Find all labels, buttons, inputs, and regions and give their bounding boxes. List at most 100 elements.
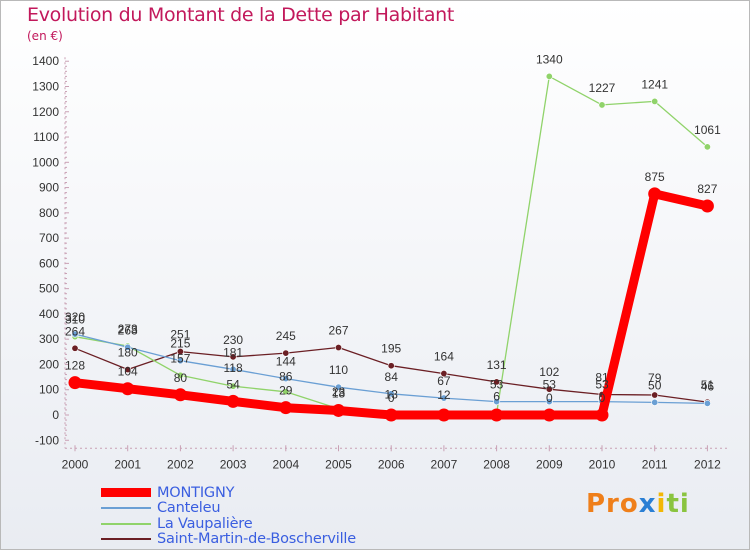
data-label: 180 — [118, 346, 138, 360]
legend-swatch — [101, 522, 151, 525]
data-label: 81 — [595, 371, 609, 385]
data-label: 79 — [648, 371, 662, 385]
x-tick-label: 2003 — [220, 457, 247, 471]
logo-part: i — [656, 489, 667, 519]
data-label: 13 — [385, 388, 399, 402]
legend-label: Canteleu — [157, 500, 221, 517]
data-label: 1340 — [536, 52, 563, 66]
data-label: 230 — [223, 333, 243, 347]
y-tick-label: 1400 — [32, 54, 59, 68]
data-point — [173, 388, 187, 402]
chart-unit-label: (en €) — [27, 29, 63, 43]
legend-item: MONTIGNY — [101, 485, 356, 501]
y-tick-label: 1200 — [32, 105, 59, 119]
x-tick-label: 2010 — [589, 457, 616, 471]
data-point — [229, 382, 237, 390]
data-point — [545, 398, 553, 406]
data-point — [176, 371, 184, 379]
data-point — [124, 343, 132, 351]
data-point — [700, 199, 714, 213]
data-point — [598, 101, 606, 109]
x-tick-label: 2012 — [694, 457, 721, 471]
data-point — [440, 370, 448, 378]
data-point — [545, 72, 553, 80]
data-point — [703, 143, 711, 151]
data-label: 53 — [595, 378, 609, 392]
data-label: 827 — [697, 182, 717, 196]
data-label: 215 — [170, 337, 190, 351]
data-point — [229, 365, 237, 373]
y-tick-label: 600 — [39, 256, 59, 270]
data-point — [226, 394, 240, 408]
data-point — [542, 408, 556, 422]
x-tick-label: 2004 — [272, 457, 299, 471]
data-point — [703, 399, 711, 407]
y-tick-label: 300 — [39, 332, 59, 346]
data-label: 84 — [385, 370, 399, 384]
data-point — [387, 390, 395, 398]
y-tick-label: -100 — [35, 433, 59, 447]
data-label: 1061 — [694, 123, 721, 137]
data-label: 18 — [332, 386, 346, 400]
y-tick-label: 500 — [39, 282, 59, 296]
data-point — [493, 398, 501, 406]
data-label: 131 — [487, 358, 507, 372]
data-label: 46 — [701, 379, 715, 393]
data-label: 102 — [539, 365, 559, 379]
x-tick-label: 2001 — [114, 457, 141, 471]
data-label: 1241 — [641, 77, 668, 91]
legend-label: MONTIGNY — [157, 484, 235, 501]
data-label: 251 — [170, 328, 190, 342]
y-tick-label: 700 — [39, 231, 59, 245]
data-label: 51 — [701, 378, 715, 392]
y-tick-label: 1100 — [33, 130, 59, 144]
y-tick-label: 100 — [39, 383, 59, 397]
data-label: 12 — [437, 388, 451, 402]
data-point — [440, 394, 448, 402]
data-label: 0 — [546, 391, 553, 405]
data-label: 875 — [645, 170, 665, 184]
data-point — [651, 391, 659, 399]
x-tick-label: 2009 — [536, 457, 563, 471]
y-tick-label: 200 — [39, 357, 59, 371]
data-label: 29 — [279, 384, 293, 398]
data-label: 118 — [224, 361, 243, 375]
logo-part: Pro — [586, 489, 639, 519]
y-tick-label: 800 — [39, 206, 59, 220]
legend-swatch — [101, 488, 151, 498]
data-point — [490, 408, 504, 422]
data-label: 164 — [434, 350, 454, 364]
data-point — [545, 385, 553, 393]
legend-label: La Vaupalière — [157, 515, 253, 532]
data-label: 268 — [118, 323, 138, 337]
data-label: 54 — [226, 377, 240, 391]
x-tick-label: 2011 — [642, 457, 668, 471]
data-point — [651, 97, 659, 105]
data-label: 157 — [170, 351, 190, 365]
data-label: 67 — [437, 374, 451, 388]
data-label: 53 — [490, 378, 504, 392]
data-point — [282, 349, 290, 357]
legend-item: Saint-Martin-de-Boscherville — [101, 531, 356, 547]
data-label: 181 — [223, 345, 243, 359]
logo-part: ti — [666, 489, 690, 519]
data-label: 264 — [65, 324, 85, 338]
legend-swatch — [101, 507, 151, 510]
data-label: 320 — [65, 310, 85, 324]
data-point — [68, 376, 82, 390]
data-point — [648, 187, 662, 201]
data-point — [384, 408, 398, 422]
data-label: 273 — [118, 322, 138, 336]
data-point — [334, 383, 342, 391]
chart-legend: MONTIGNY Canteleu La Vaupalière Saint-Marti… — [101, 485, 356, 547]
y-tick-label: 1000 — [32, 155, 59, 169]
data-point — [334, 344, 342, 352]
data-label: 23 — [332, 385, 346, 399]
y-tick-label: 900 — [39, 181, 59, 195]
x-tick-label: 2005 — [325, 457, 352, 471]
data-label: 86 — [279, 369, 293, 383]
data-label: 310 — [65, 313, 85, 327]
data-label: 53 — [543, 378, 557, 392]
